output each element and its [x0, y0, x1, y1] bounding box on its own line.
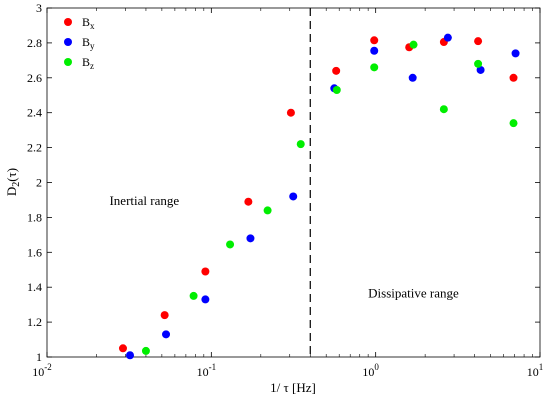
data-point-series-2 [141, 346, 150, 355]
data-point-series-1 [443, 33, 452, 42]
annotation-inertial-range: Inertial range [109, 193, 179, 208]
legend-label: By [82, 35, 95, 51]
annotations: Inertial range Dissipative range [109, 193, 459, 300]
data-point-series-2 [189, 291, 198, 300]
data-point-series-0 [286, 108, 295, 117]
data-point-series-1 [126, 351, 135, 360]
y-axis-label-sub: 2 [11, 182, 22, 187]
data-point-series-0 [118, 344, 127, 353]
data-point-series-2 [296, 140, 305, 149]
x-tick-label: 10-2 [32, 362, 52, 379]
y-axis-label: D2(τ) [4, 168, 22, 196]
y-tick-label: 1 [36, 350, 42, 364]
data-point-series-0 [474, 37, 483, 46]
data-point-series-1 [511, 49, 520, 58]
x-tick-label-exponent: 0 [374, 362, 379, 372]
y-tick-labels: 1 1.2 1.4 1.6 1.8 2 2.2 2.4 2.6 2.8 3 [27, 1, 42, 364]
x-tick-label-base: 10 [362, 365, 374, 379]
y-tick-label: 1.2 [27, 315, 42, 329]
axis-ticks [46, 7, 541, 358]
data-point-series-2 [439, 105, 448, 114]
y-tick-label: 2 [36, 176, 42, 190]
legend-label-sub: z [90, 61, 94, 71]
data-point-series-0 [244, 197, 253, 206]
data-point-series-2 [370, 63, 379, 72]
data-points [118, 33, 520, 360]
legend-label-sub: y [90, 41, 95, 51]
y-tick-label: 1.6 [27, 245, 42, 259]
y-tick-label: 2.4 [27, 106, 42, 120]
legend-label-sub: x [90, 21, 95, 31]
data-point-series-1 [289, 192, 298, 201]
y-tick-label: 1.4 [27, 280, 42, 294]
data-point-series-0 [201, 267, 210, 276]
y-tick-label: 2.8 [27, 36, 42, 50]
legend-label-base: B [82, 35, 90, 49]
data-point-series-0 [160, 311, 169, 320]
legend-label: Bz [82, 55, 94, 71]
y-tick-label: 3 [36, 1, 42, 15]
x-tick-label: 10-1 [197, 362, 217, 379]
data-point-series-2 [409, 40, 418, 49]
x-axis-label: 1/ τ [Hz] [270, 380, 316, 395]
data-point-series-2 [226, 240, 235, 249]
x-tick-label-exponent: -2 [44, 362, 52, 372]
data-point-series-2 [332, 86, 341, 95]
data-point-series-2 [474, 59, 483, 68]
data-point-series-1 [408, 73, 417, 82]
data-point-series-1 [162, 330, 171, 339]
legend-marker [64, 38, 72, 46]
x-tick-label: 100 [362, 362, 379, 379]
legend-label: Bx [82, 15, 95, 31]
x-tick-label-exponent: 1 [539, 362, 544, 372]
data-point-series-2 [509, 119, 518, 128]
y-tick-label: 2.6 [27, 71, 42, 85]
data-point-series-1 [476, 65, 485, 74]
x-tick-label-exponent: -1 [209, 362, 217, 372]
y-tick-label: 2.2 [27, 141, 42, 155]
x-tick-label-base: 10 [197, 365, 209, 379]
legend-marker [64, 58, 72, 66]
legend-label-base: B [82, 55, 90, 69]
data-point-series-2 [263, 206, 272, 215]
x-tick-label-base: 10 [32, 365, 44, 379]
data-point-series-0 [509, 73, 518, 82]
legend-marker [64, 18, 72, 26]
data-point-series-0 [332, 66, 341, 75]
data-point-series-1 [201, 295, 210, 304]
legend-label-base: B [82, 15, 90, 29]
data-point-series-0 [370, 36, 379, 45]
y-tick-label: 1.8 [27, 210, 42, 224]
y-axis-label-rest: (τ) [4, 168, 19, 182]
x-tick-label-base: 10 [527, 365, 539, 379]
x-tick-label: 101 [527, 362, 544, 379]
plot-area [46, 7, 541, 358]
data-point-series-1 [370, 46, 379, 55]
annotation-dissipative-range: Dissipative range [368, 286, 459, 301]
data-point-series-1 [246, 234, 255, 243]
x-tick-labels: 10-2 10-1 100 101 [32, 362, 543, 379]
y-axis-label-main: D [4, 187, 19, 196]
